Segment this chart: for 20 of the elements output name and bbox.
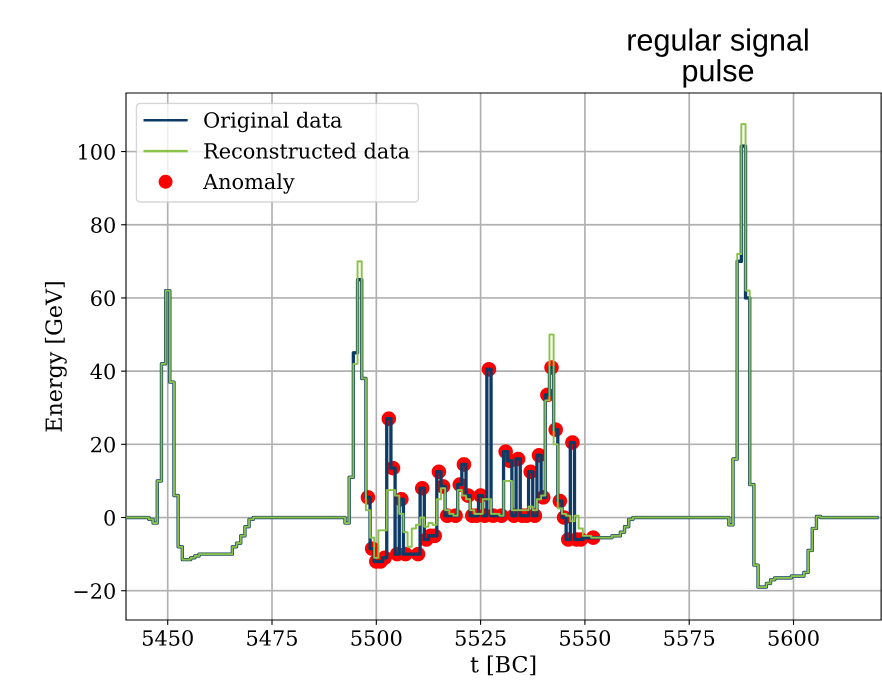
- text: regular signal pulse: [628, 28, 808, 88]
- x-axis-title: t [BC]: [470, 655, 536, 676]
- legend-label: Reconstructed data: [204, 142, 410, 159]
- legend-label: Original data: [204, 112, 342, 132]
- x-tick-label: 5600: [768, 630, 819, 646]
- x-tick-label: 5475: [247, 630, 297, 646]
- x-tick-label: 5575: [664, 630, 714, 646]
- y-tick-label: 0: [104, 510, 115, 526]
- y-tick-label: 80: [91, 217, 115, 233]
- y-tick-label: −20: [74, 583, 115, 599]
- y-tick-label: 60: [91, 290, 115, 306]
- legend-label: Anomaly: [202, 173, 295, 194]
- x-tick-label: 5525: [456, 630, 506, 646]
- y-axis-title: Energy [GeV]: [44, 282, 67, 432]
- x-tick-label: 5500: [352, 630, 402, 646]
- x-tick-label: 5450: [142, 630, 193, 646]
- y-tick-label: 40: [90, 364, 115, 380]
- y-tick-label: 20: [91, 436, 115, 453]
- y-tick-label: 100: [79, 144, 115, 160]
- x-tick-label: 5550: [560, 630, 610, 646]
